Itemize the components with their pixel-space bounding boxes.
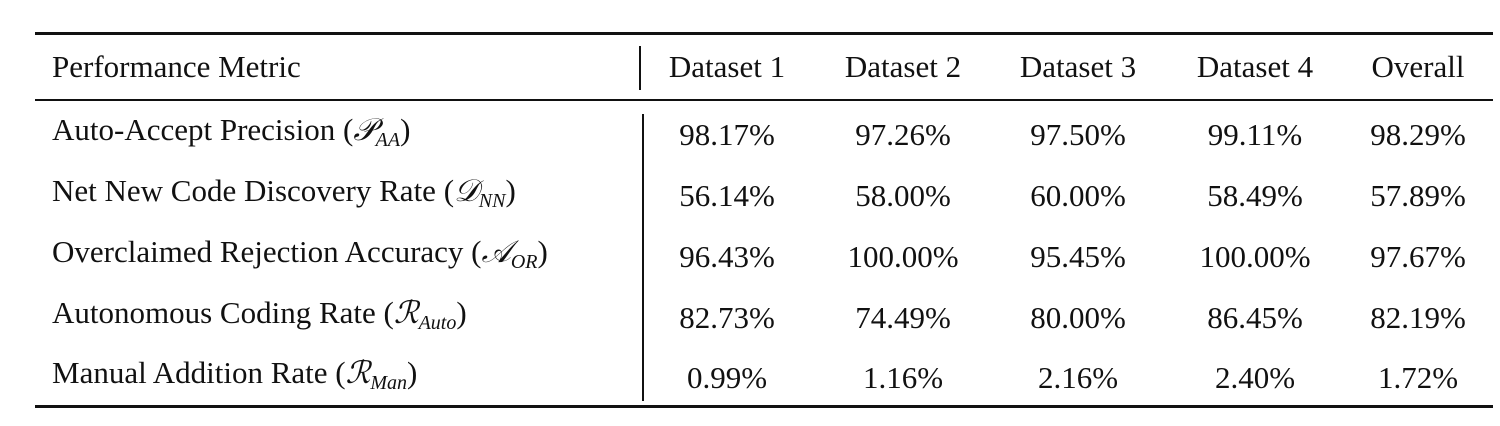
metric-symbol: 𝒟: [454, 173, 479, 208]
metric-cell: Autonomous Coding Rate (ℛAuto): [52, 293, 467, 343]
metric-close: ): [537, 234, 548, 269]
metric-symbol: ℛ: [345, 355, 371, 390]
metric-close: ): [505, 173, 516, 208]
header-cell: Dataset 2: [844, 49, 962, 84]
value-cell: 100.00%: [847, 239, 959, 274]
metric-subscript: NN: [478, 190, 506, 212]
value-cell: 97.26%: [855, 117, 951, 152]
value-cell: 0.99%: [686, 360, 768, 395]
header-cell: Overall: [1371, 49, 1465, 84]
value-cell: 56.14%: [679, 178, 775, 213]
metric-name: Overclaimed Rejection Accuracy (: [52, 234, 482, 269]
metric-close: ): [407, 355, 418, 390]
metric-cell: Overclaimed Rejection Accuracy (𝒜OR): [52, 232, 548, 282]
value-cell: 1.72%: [1377, 360, 1459, 395]
value-cell: 58.49%: [1207, 178, 1303, 213]
value-cell: 2.40%: [1214, 360, 1296, 395]
value-cell: 1.16%: [862, 360, 944, 395]
value-cell: 97.50%: [1030, 117, 1126, 152]
metric-name: Autonomous Coding Rate (: [52, 295, 394, 330]
metric-name: Net New Code Discovery Rate (: [52, 173, 455, 208]
value-cell: 82.73%: [679, 300, 775, 335]
metric-symbol: 𝒜: [481, 234, 511, 269]
header-cell: Dataset 3: [1019, 49, 1137, 84]
metric-subscript: OR: [510, 251, 538, 273]
metric-subscript: Man: [370, 372, 407, 394]
header-cell: Performance Metric: [52, 49, 301, 84]
value-cell: 98.17%: [679, 117, 775, 152]
metric-name: Auto-Accept Precision (: [52, 112, 354, 147]
metric-name: Manual Addition Rate (: [52, 355, 346, 390]
value-cell: 74.49%: [855, 300, 951, 335]
value-cell: 2.16%: [1037, 360, 1119, 395]
bottom-rule: [35, 405, 1493, 408]
metric-cell: Manual Addition Rate (ℛMan): [52, 353, 417, 403]
metric-subscript: Auto: [418, 312, 457, 334]
value-cell: 80.00%: [1030, 300, 1126, 335]
metric-close: ): [456, 295, 467, 330]
value-cell: 96.43%: [679, 239, 775, 274]
value-cell: 60.00%: [1030, 178, 1126, 213]
value-cell: 58.00%: [855, 178, 951, 213]
column-divider: [642, 114, 644, 401]
column-divider: [639, 46, 641, 90]
top-rule: [35, 32, 1493, 35]
metric-symbol: ℛ: [393, 295, 419, 330]
metric-subscript: AA: [375, 129, 401, 151]
value-cell: 100.00%: [1199, 239, 1311, 274]
value-cell: 82.19%: [1370, 300, 1466, 335]
value-cell: 99.11%: [1207, 117, 1303, 152]
value-cell: 86.45%: [1207, 300, 1303, 335]
metric-symbol: 𝒫: [353, 112, 376, 147]
value-cell: 95.45%: [1030, 239, 1126, 274]
value-cell: 98.29%: [1370, 117, 1466, 152]
metric-cell: Net New Code Discovery Rate (𝒟NN): [52, 171, 516, 221]
mid-rule: [35, 99, 1493, 101]
header-cell: Dataset 1: [668, 49, 786, 84]
value-cell: 97.67%: [1370, 239, 1466, 274]
metric-cell: Auto-Accept Precision (𝒫AA): [52, 110, 410, 160]
header-cell: Dataset 4: [1196, 49, 1314, 84]
metric-close: ): [400, 112, 411, 147]
value-cell: 57.89%: [1370, 178, 1466, 213]
